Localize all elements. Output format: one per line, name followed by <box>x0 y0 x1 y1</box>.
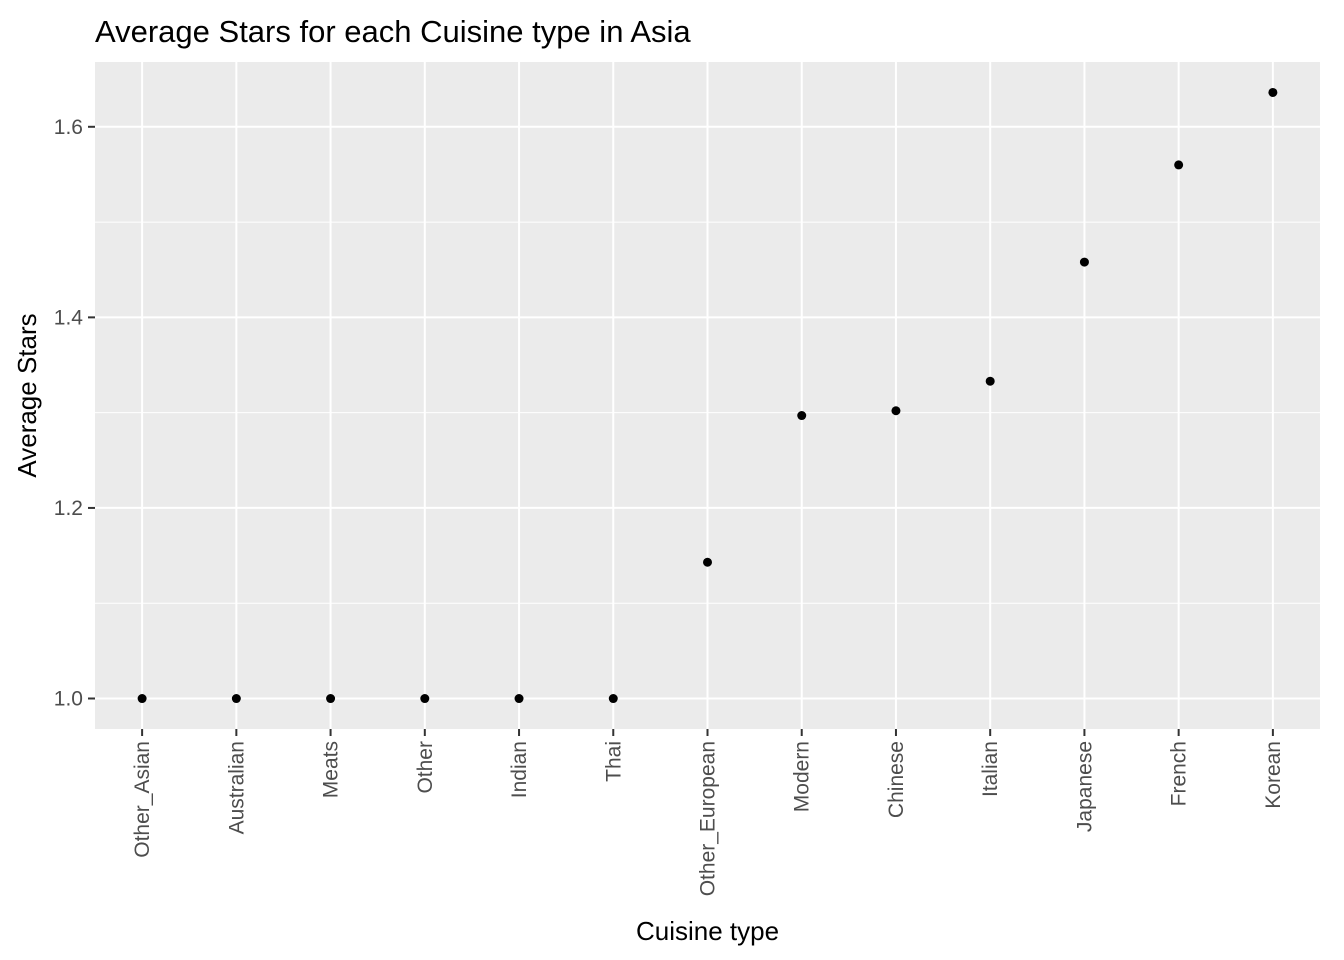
y-tick-label: 1.6 <box>54 116 83 139</box>
data-point-italian <box>985 376 995 386</box>
y-tick-label: 1.4 <box>54 306 84 329</box>
x-tick-label: Italian <box>979 741 1002 797</box>
grid-lines <box>95 62 1320 729</box>
x-tick-label: Chinese <box>885 741 908 818</box>
data-point-modern <box>797 411 807 421</box>
y-tick-label: 1.2 <box>54 497 83 520</box>
x-tick-label: Other_Asian <box>131 741 154 858</box>
data-point-other <box>420 694 430 704</box>
data-point-meats <box>326 694 336 704</box>
x-axis-title: Cuisine type <box>636 916 779 946</box>
x-tick-label: Meats <box>320 741 343 798</box>
x-tick-label: Indian <box>508 741 531 798</box>
x-tick-label: French <box>1168 741 1191 806</box>
chart-title: Average Stars for each Cuisine type in A… <box>95 14 691 49</box>
data-points <box>137 87 1278 704</box>
y-axis-title: Average Stars <box>12 313 42 477</box>
x-tick-label: Other_European <box>697 741 720 896</box>
x-tick-label: Japanese <box>1073 741 1096 832</box>
x-tick-label: Other <box>414 741 437 794</box>
x-tick-label: Modern <box>791 741 814 812</box>
data-point-other-asian <box>137 694 147 704</box>
data-point-australian <box>231 694 241 704</box>
x-tick-label: Australian <box>225 741 248 834</box>
y-tick-label: 1.0 <box>54 688 83 711</box>
data-point-chinese <box>891 406 901 416</box>
data-point-french <box>1174 160 1184 170</box>
data-point-thai <box>608 694 618 704</box>
axis-ticks: 1.0 1.2 1.4 1.6 Other_Asian Australian Meats Ot… <box>54 116 1285 896</box>
data-point-korean <box>1268 87 1278 97</box>
data-point-indian <box>514 694 524 704</box>
x-tick-label: Thai <box>602 741 625 782</box>
data-point-other-european <box>703 557 712 567</box>
x-tick-label: Korean <box>1262 741 1285 809</box>
data-point-japanese <box>1079 257 1089 267</box>
